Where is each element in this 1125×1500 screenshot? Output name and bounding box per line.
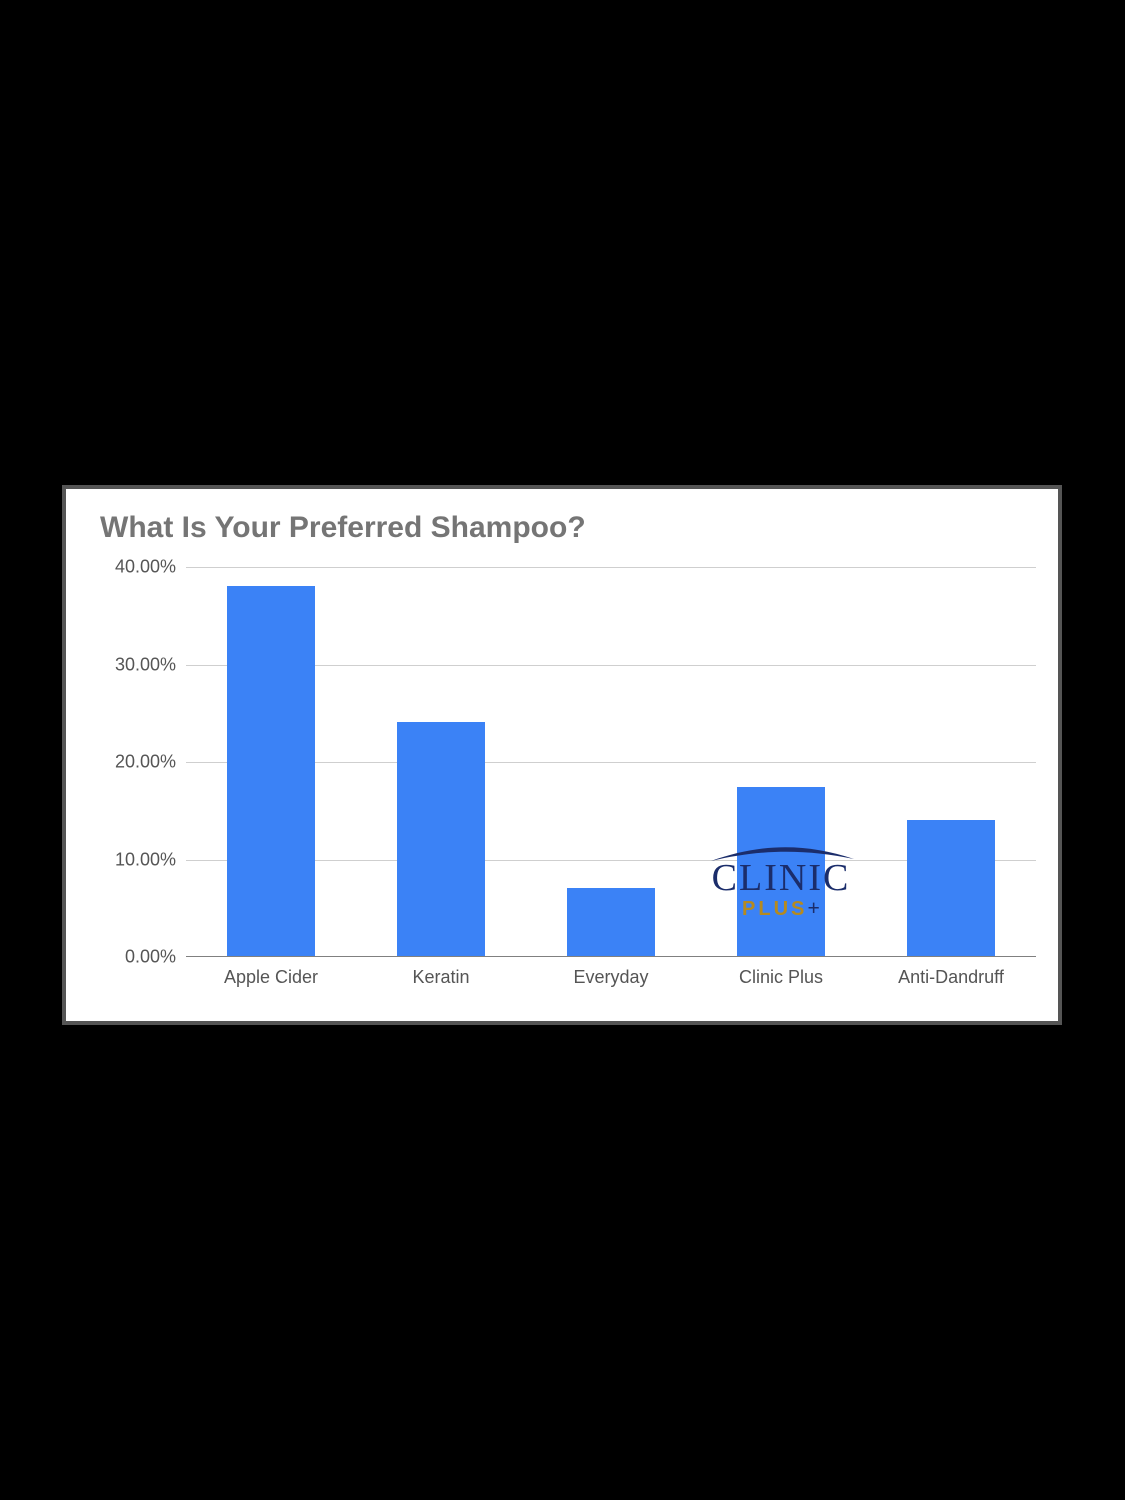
bar [907,820,995,957]
chart-plot-area: 0.00%10.00%20.00%30.00%40.00%Apple Cider… [186,567,1036,957]
x-axis-label: Apple Cider [224,967,318,988]
gridline [186,567,1036,568]
bar [227,586,315,957]
x-axis-label: Clinic Plus [739,967,823,988]
y-axis-label: 20.00% [91,752,176,773]
chart-card: What Is Your Preferred Shampoo? 0.00%10.… [62,485,1062,1025]
y-axis-label: 30.00% [91,654,176,675]
x-axis-label: Anti-Dandruff [898,967,1004,988]
x-axis-label: Keratin [412,967,469,988]
y-axis-label: 0.00% [91,947,176,968]
y-axis-label: 40.00% [91,557,176,578]
stage: What Is Your Preferred Shampoo? 0.00%10.… [0,0,1125,1500]
x-axis-label: Everyday [573,967,648,988]
bar [397,722,485,956]
bar [567,888,655,956]
chart-title: What Is Your Preferred Shampoo? [100,511,586,545]
bar [737,787,825,956]
x-axis-line [186,956,1036,957]
y-axis-label: 10.00% [91,849,176,870]
